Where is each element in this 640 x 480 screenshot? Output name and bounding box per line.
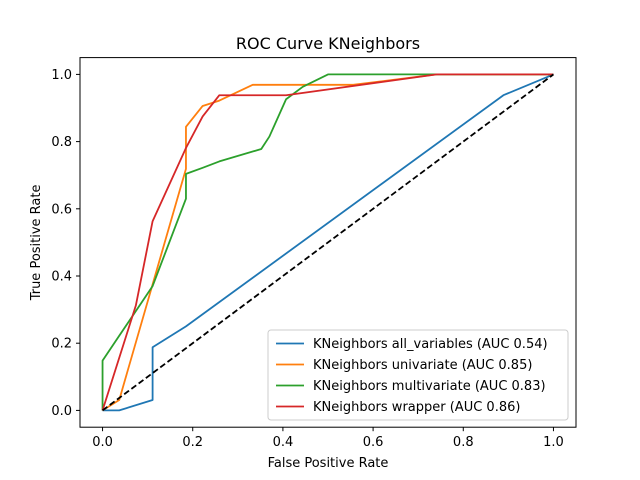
x-tick-label: 0.4 [273, 435, 294, 450]
legend: KNeighbors all_variables (AUC 0.54) KNeig… [267, 329, 569, 421]
x-axis-label: False Positive Rate [268, 456, 389, 471]
axis-ticks: 0.0 0.2 0.4 0.6 0.8 1.0 0.0 0.2 0.4 0.6 0.8 1.0 [51, 68, 563, 450]
x-tick-label: 1.0 [543, 435, 564, 450]
roc-series-line-2 [101, 73, 554, 411]
y-tick-label: 0.8 [51, 135, 72, 150]
roc-series-line-3 [101, 73, 554, 411]
legend-label: KNeighbors multivariate (AUC 0.83) [313, 379, 546, 394]
y-tick-label: 0.6 [51, 202, 72, 217]
legend-box [267, 329, 569, 421]
legend-label: KNeighbors all_variables (AUC 0.54) [313, 337, 548, 352]
y-tick-label: 1.0 [51, 68, 72, 83]
y-tick-label: 0.0 [51, 404, 72, 419]
x-tick-label: 0.2 [182, 435, 203, 450]
x-tick-label: 0.0 [92, 435, 113, 450]
y-axis-label: True Positive Rate [29, 184, 44, 301]
legend-label: KNeighbors univariate (AUC 0.85) [313, 358, 532, 373]
x-tick-label: 0.6 [363, 435, 384, 450]
y-tick-label: 0.2 [51, 337, 72, 352]
x-tick-label: 0.8 [453, 435, 474, 450]
chance-diagonal-line [102, 73, 554, 412]
chart-title: ROC Curve KNeighbors [236, 34, 420, 53]
legend-label: KNeighbors wrapper (AUC 0.86) [313, 400, 520, 415]
y-tick-label: 0.4 [51, 270, 72, 285]
plot-frame [79, 57, 577, 428]
series-lines [101, 73, 554, 412]
roc-series-line-0 [102, 73, 554, 412]
